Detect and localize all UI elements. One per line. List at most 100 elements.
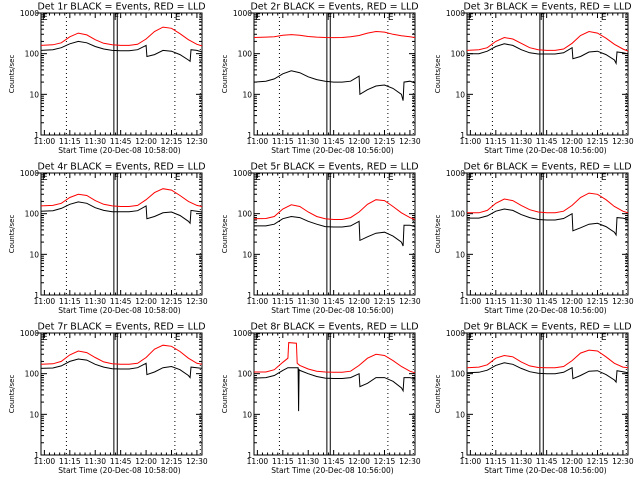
x-tick-label: 12:30 bbox=[612, 457, 634, 466]
y-tick-label: 100 bbox=[238, 50, 253, 59]
x-tick-label: 12:00 bbox=[348, 457, 370, 466]
y-axis-label: Counts/sec bbox=[221, 55, 229, 94]
x-axis-label: Start Time (20-Dec-08 10:56:00) bbox=[484, 146, 606, 155]
plot-frame bbox=[253, 172, 416, 296]
x-tick-label: 12:30 bbox=[612, 137, 634, 146]
x-tick-label: 12:30 bbox=[186, 137, 208, 146]
y-tick-label: 1000 bbox=[446, 9, 465, 18]
x-tick-label: 11:15 bbox=[272, 137, 294, 146]
y-tick-label: 1000 bbox=[20, 169, 39, 178]
x-tick-label: 12:15 bbox=[587, 457, 609, 466]
y-axis-label: Counts/sec bbox=[434, 215, 442, 254]
y-axis-label: Counts/sec bbox=[8, 215, 16, 254]
y-tick-label: 1 bbox=[34, 451, 39, 460]
x-axis-label: Start Time (20-Dec-08 10:56:00) bbox=[271, 306, 393, 315]
y-tick-label: 1000 bbox=[446, 329, 465, 338]
flag-marker: F bbox=[540, 333, 545, 343]
x-tick-label: 12:15 bbox=[587, 137, 609, 146]
detector-panel: Det 6r BLACK = Events, RED = LLD 1 10 100 10… bbox=[434, 162, 634, 316]
flag-marker: E bbox=[42, 173, 48, 183]
lld-series-line bbox=[253, 30, 416, 39]
panel-title: Det 3r BLACK = Events, RED = LLD bbox=[463, 2, 631, 13]
flag-marker: E bbox=[175, 173, 181, 183]
events-series-line bbox=[253, 70, 416, 101]
x-tick-label: 11:00 bbox=[460, 297, 482, 306]
x-tick-label: 11:45 bbox=[110, 297, 132, 306]
x-tick-label: 12:15 bbox=[374, 457, 396, 466]
x-tick-label: 11:30 bbox=[297, 137, 319, 146]
y-tick-label: 1000 bbox=[446, 169, 465, 178]
x-tick-label: 12:30 bbox=[186, 297, 208, 306]
detector-panel: Det 8r BLACK = Events, RED = LLD 1 10 100 10… bbox=[221, 322, 421, 476]
x-tick-label: 12:00 bbox=[561, 137, 583, 146]
y-tick-label: 100 bbox=[451, 210, 466, 219]
x-tick-label: 11:45 bbox=[323, 457, 345, 466]
x-tick-label: 11:15 bbox=[59, 137, 81, 146]
x-tick-label: 11:45 bbox=[536, 457, 558, 466]
flag-marker: E bbox=[468, 173, 474, 183]
x-tick-label: 11:45 bbox=[110, 137, 132, 146]
y-axis-label: Counts/sec bbox=[434, 375, 442, 414]
flag-marker: F bbox=[114, 333, 119, 343]
y-tick-label: 1 bbox=[34, 131, 39, 140]
y-tick-label: 10 bbox=[455, 250, 465, 259]
panel-title: Det 5r BLACK = Events, RED = LLD bbox=[250, 162, 418, 173]
x-tick-label: 12:15 bbox=[161, 297, 183, 306]
lld-series-line bbox=[466, 30, 629, 52]
y-tick-label: 10 bbox=[242, 410, 252, 419]
x-tick-label: 12:00 bbox=[135, 457, 157, 466]
flag-marker: E bbox=[601, 173, 607, 183]
panel-title: Det 9r BLACK = Events, RED = LLD bbox=[463, 322, 631, 333]
flag-marker: E bbox=[42, 333, 48, 343]
flag-marker: E bbox=[388, 13, 394, 23]
x-tick-label: 11:30 bbox=[510, 457, 532, 466]
flag-marker: E bbox=[388, 333, 394, 343]
panel-title: Det 2r BLACK = Events, RED = LLD bbox=[250, 2, 418, 13]
x-axis-label: Start Time (20-Dec-08 10:58:00) bbox=[58, 146, 180, 155]
plot-frame bbox=[466, 12, 629, 136]
y-tick-label: 1000 bbox=[233, 9, 252, 18]
x-tick-label: 11:00 bbox=[460, 457, 482, 466]
lld-series-line bbox=[253, 199, 416, 220]
lld-series-line bbox=[466, 349, 629, 369]
y-tick-label: 1000 bbox=[20, 329, 39, 338]
y-tick-label: 100 bbox=[238, 210, 253, 219]
flag-marker: E bbox=[175, 13, 181, 23]
y-tick-label: 10 bbox=[29, 250, 39, 259]
events-series-line bbox=[40, 358, 203, 379]
lld-series-line bbox=[467, 192, 629, 214]
flag-marker: E bbox=[468, 13, 474, 23]
panel-title: Det 4r BLACK = Events, RED = LLD bbox=[37, 162, 205, 173]
y-tick-label: 10 bbox=[29, 90, 39, 99]
plot-frame bbox=[40, 12, 203, 136]
x-tick-label: 12:30 bbox=[399, 137, 421, 146]
detector-panel: Det 7r BLACK = Events, RED = LLD 1 10 100 10… bbox=[8, 322, 208, 476]
plot-frame bbox=[466, 332, 629, 456]
x-tick-label: 12:30 bbox=[399, 297, 421, 306]
x-tick-label: 12:30 bbox=[399, 457, 421, 466]
y-tick-label: 1 bbox=[247, 451, 252, 460]
flag-marker: E bbox=[388, 173, 394, 183]
y-tick-label: 10 bbox=[455, 410, 465, 419]
x-tick-label: 12:15 bbox=[161, 137, 183, 146]
flag-marker: E bbox=[255, 333, 261, 343]
events-series-line bbox=[254, 215, 416, 247]
y-tick-label: 10 bbox=[455, 90, 465, 99]
x-tick-label: 11:00 bbox=[34, 297, 56, 306]
flag-marker: E bbox=[42, 13, 48, 23]
plot-frame bbox=[40, 172, 203, 296]
y-tick-label: 1 bbox=[247, 131, 252, 140]
x-tick-label: 11:00 bbox=[34, 137, 56, 146]
events-series-line bbox=[467, 43, 629, 66]
detector-panel: Det 3r BLACK = Events, RED = LLD 1 10 100 10… bbox=[434, 2, 634, 156]
plot-frame bbox=[253, 12, 416, 136]
x-tick-label: 11:15 bbox=[485, 457, 507, 466]
y-tick-label: 1000 bbox=[233, 329, 252, 338]
x-tick-label: 12:15 bbox=[374, 297, 396, 306]
y-tick-label: 100 bbox=[451, 370, 466, 379]
y-tick-label: 10 bbox=[242, 90, 252, 99]
x-tick-label: 12:00 bbox=[348, 297, 370, 306]
x-tick-label: 11:15 bbox=[485, 137, 507, 146]
x-tick-label: 12:15 bbox=[161, 457, 183, 466]
